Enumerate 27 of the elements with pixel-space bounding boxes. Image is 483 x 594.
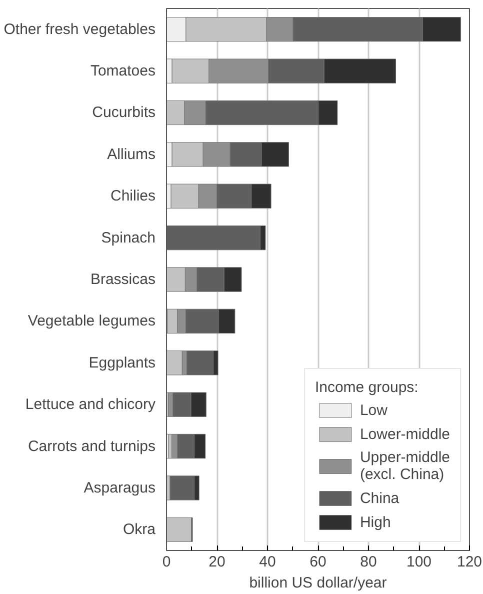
y-tick-label: Tomatoes [90,62,156,80]
legend-label: Low [360,402,388,418]
x-tick-label: 0 [162,554,171,570]
x-tick-label: 60 [310,554,326,570]
x-tick-label: 100 [406,554,432,570]
y-tick-label: Asparagus [84,479,156,496]
legend-label: Lower-middle [360,426,450,442]
y-tick-label: Chilies [110,188,156,205]
y-tick-label: Eggplants [88,354,156,372]
y-tick-label: Brassicas [90,271,156,288]
y-tick-label: Other fresh vegetables [4,20,156,38]
legend-label: Upper-middle (excl. China) [360,449,450,483]
y-tick-label: Okra [122,521,156,538]
y-tick-label: Alliums [107,146,156,163]
legend-title: Income groups: [314,379,420,396]
legend-label: High [360,514,391,530]
y-tick-label: Carrots and turnips [28,438,156,455]
y-tick-label: Vegetable legumes [28,312,156,330]
y-tick-label: Cucurbits [92,104,156,122]
legend-label: China [360,490,400,506]
x-axis-title: billion US dollar/year [249,574,387,592]
x-tick-label: 120 [456,554,482,570]
y-tick-label: Spinach [101,229,156,246]
x-tick-label: 40 [259,554,276,570]
x-tick-label: 80 [360,554,377,570]
y-tick-label: Lettuce and chicory [25,396,156,414]
x-tick-label: 20 [208,554,226,570]
